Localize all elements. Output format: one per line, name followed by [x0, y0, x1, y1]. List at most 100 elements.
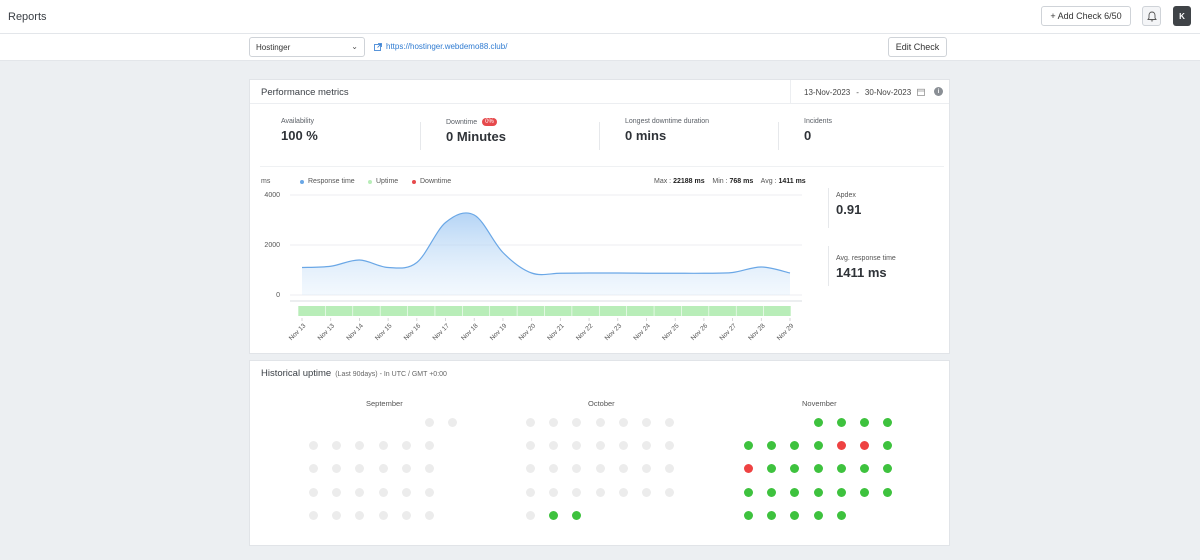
uptime-segment: [681, 306, 709, 316]
uptime-day-empty: [355, 464, 365, 474]
uptime-day-up[interactable]: [860, 418, 869, 427]
uptime-day-empty: [618, 487, 628, 497]
uptime-day-up[interactable]: [813, 464, 823, 474]
uptime-day-down[interactable]: [860, 441, 869, 451]
x-tick-label: Nov 28: [747, 322, 767, 342]
downtime-badge: 0%: [482, 118, 497, 126]
uptime-day-empty: [309, 464, 318, 474]
x-tick-label: Nov 25: [661, 322, 681, 342]
edit-check-button[interactable]: Edit Check: [888, 37, 947, 57]
check-url-link[interactable]: https://hostinger.webdemo88.club/: [374, 42, 507, 51]
min-label: Min :: [712, 178, 728, 185]
uptime-day-up[interactable]: [744, 441, 753, 451]
uptime-day-empty: [309, 510, 318, 520]
metric-label: Availability: [281, 118, 314, 125]
monitor-select[interactable]: Hostinger ⌄: [249, 37, 365, 57]
response-time-area: [302, 212, 790, 295]
y-tick-label: 0: [276, 292, 280, 299]
uptime-day-up[interactable]: [836, 418, 846, 427]
uptime-day-empty: [642, 418, 651, 427]
uptime-segment: [626, 306, 654, 316]
date-range-picker[interactable]: 13-Nov-2023 - 30-Nov-2023: [790, 80, 926, 104]
x-tick-label: Nov 20: [518, 322, 538, 342]
uptime-day-empty: [595, 464, 605, 474]
avatar[interactable]: K: [1173, 6, 1191, 26]
unit-label: ms: [261, 178, 271, 185]
uptime-day-up[interactable]: [836, 464, 846, 474]
uptime-day-down[interactable]: [744, 464, 753, 474]
metric-label: Incidents: [804, 118, 833, 125]
chevron-down-icon: ⌄: [351, 42, 358, 51]
legend-response-time[interactable]: Response time: [300, 178, 355, 185]
uptime-day-empty: [572, 464, 582, 474]
x-tick-label: Nov 13: [317, 322, 337, 342]
uptime-day-up[interactable]: [790, 487, 800, 497]
uptime-day-empty: [618, 418, 628, 427]
uptime-day-up[interactable]: [572, 510, 582, 520]
divider: [420, 122, 421, 150]
legend-uptime[interactable]: Uptime: [368, 178, 398, 185]
uptime-segment: [544, 306, 572, 316]
uptime-day-empty: [526, 487, 535, 497]
legend-downtime[interactable]: Downtime: [412, 178, 451, 185]
uptime-day-empty: [665, 441, 675, 451]
uptime-day-up[interactable]: [790, 441, 800, 451]
uptime-day-empty: [309, 487, 318, 497]
uptime-day-up[interactable]: [767, 487, 777, 497]
check-url-text: https://hostinger.webdemo88.club/: [386, 42, 508, 51]
uptime-day-empty: [378, 464, 388, 474]
x-tick-label: Nov 23: [604, 322, 624, 342]
uptime-day-up[interactable]: [744, 487, 753, 497]
response-time-chart: 4000 2000 0 Nov 13 Nov 13 Nov 14 Nov 15 Nov 16 N…: [264, 192, 802, 342]
uptime-day-down[interactable]: [836, 441, 846, 451]
avg-label: Avg :: [760, 178, 777, 185]
info-icon[interactable]: i: [934, 87, 943, 96]
uptime-day-up[interactable]: [767, 464, 777, 474]
uptime-day-up[interactable]: [813, 487, 823, 497]
uptime-day-up[interactable]: [744, 510, 753, 520]
uptime-day-up[interactable]: [836, 510, 846, 520]
uptime-day-up[interactable]: [883, 487, 893, 497]
uptime-day-up[interactable]: [767, 441, 777, 451]
card-title: Performance metrics: [261, 87, 349, 98]
uptime-day-up[interactable]: [813, 510, 823, 520]
notifications-button[interactable]: [1142, 6, 1161, 26]
x-tick-label: Nov 22: [575, 322, 595, 342]
uptime-day-up[interactable]: [860, 464, 869, 474]
metric-value: 0 mins: [625, 128, 667, 143]
uptime-day-up[interactable]: [883, 464, 893, 474]
divider: [828, 246, 829, 286]
legend-dot: [368, 179, 372, 184]
uptime-day-empty: [401, 510, 411, 520]
uptime-day-up[interactable]: [790, 464, 800, 474]
add-check-button[interactable]: + Add Check 6/50: [1041, 6, 1131, 26]
uptime-day-empty: [549, 441, 559, 451]
uptime-day-up[interactable]: [549, 510, 559, 520]
metric-longest-downtime: Longest downtime duration 0 mins: [625, 118, 709, 143]
uptime-day-up[interactable]: [813, 441, 823, 451]
uptime-segment: [353, 306, 380, 316]
divider: [828, 188, 829, 228]
x-tick-label: Nov 19: [489, 322, 509, 342]
uptime-day-up[interactable]: [813, 418, 823, 427]
uptime-day-empty: [642, 487, 651, 497]
x-tick-label: Nov 15: [374, 322, 394, 342]
uptime-day-up[interactable]: [836, 487, 846, 497]
uptime-day-up[interactable]: [883, 418, 893, 427]
uptime-segment: [709, 306, 736, 316]
uptime-day-empty: [425, 418, 434, 427]
month-label: September: [366, 399, 403, 408]
uptime-day-up[interactable]: [790, 510, 800, 520]
metric-label: Downtime: [446, 118, 478, 126]
uptime-day-empty: [378, 487, 388, 497]
uptime-day-empty: [665, 418, 675, 427]
uptime-day-empty: [355, 487, 365, 497]
uptime-day-empty: [595, 418, 605, 427]
uptime-day-up[interactable]: [883, 441, 893, 451]
uptime-day-up[interactable]: [767, 510, 777, 520]
x-tick-label: Nov 13: [288, 322, 308, 342]
x-tick-label: Nov 17: [431, 322, 451, 342]
history-subtitle: (Last 90days) - In UTC / GMT +0:00: [335, 371, 447, 378]
legend-label: Downtime: [420, 178, 452, 185]
uptime-day-up[interactable]: [860, 487, 869, 497]
